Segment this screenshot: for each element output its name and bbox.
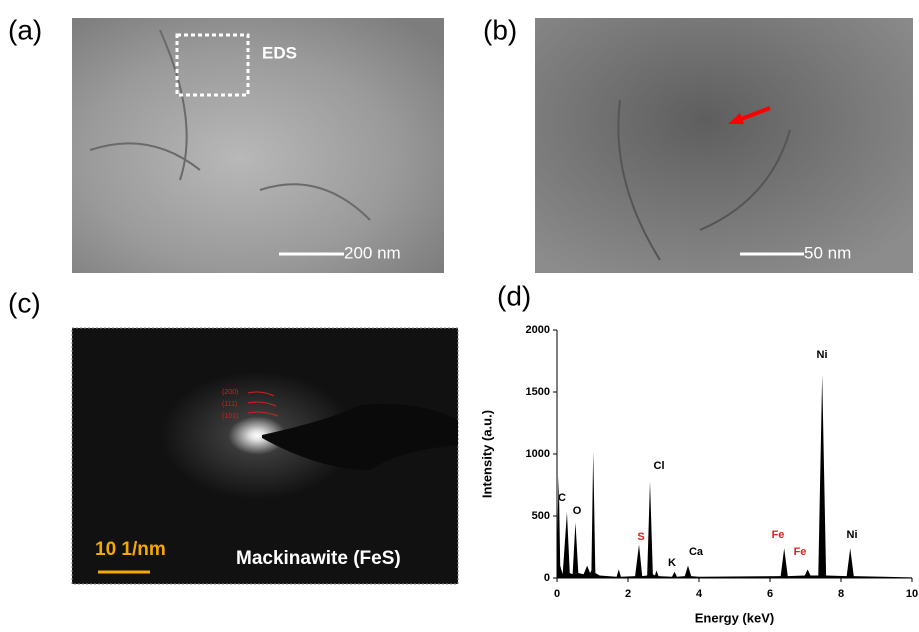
- peak-label: S: [637, 531, 644, 543]
- peak-label: Ni: [847, 529, 858, 541]
- panel-label: (a): [8, 14, 42, 45]
- scale-label: 50 nm: [804, 243, 851, 262]
- y-tick-label: 2000: [526, 324, 550, 336]
- y-tick-label: 1500: [526, 386, 550, 398]
- x-tick-label: 6: [767, 588, 773, 600]
- x-tick-label: 0: [554, 588, 560, 600]
- arrow-head: [728, 113, 744, 124]
- phase-label: Mackinawite (FeS): [236, 548, 401, 569]
- peak-label: O: [573, 505, 582, 517]
- texture: [89, 29, 371, 221]
- ring-label: (200): [222, 389, 238, 396]
- peak-label: K: [668, 557, 676, 569]
- ring-label: (101): [222, 413, 238, 420]
- panel-label: (b): [483, 14, 517, 45]
- peak-label: Fe: [794, 546, 807, 558]
- panel-label: (c): [8, 287, 41, 318]
- x-tick-label: 2: [625, 588, 631, 600]
- scale-label: 200 nm: [344, 243, 401, 262]
- y-tick-label: 0: [544, 572, 550, 584]
- y-axis-title: Intensity (a.u.): [479, 410, 494, 498]
- texture: [617, 99, 791, 261]
- beam-stopper: [262, 404, 458, 470]
- tem-image: [535, 18, 913, 273]
- peak-label: Cl: [654, 460, 665, 472]
- scale-label: 10 1/nm: [95, 539, 166, 560]
- ring-label: (111): [222, 401, 237, 408]
- eds-chart: 0 500 1000 1500 2000 0 2 4 6 8 10 Energy (keV) Inten…: [479, 324, 918, 626]
- x-axis-title: Energy (keV): [695, 610, 774, 625]
- box-label: EDS: [262, 43, 297, 62]
- y-tick-label: 1000: [526, 448, 550, 460]
- panel-label: (d): [497, 280, 531, 311]
- peak-label: Ca: [689, 546, 704, 558]
- x-tick-label: 8: [838, 588, 844, 600]
- x-tick-label: 10: [906, 588, 918, 600]
- peak-label: Fe: [772, 529, 785, 541]
- eds-box: [175, 33, 250, 97]
- x-tick-label: 4: [696, 588, 703, 600]
- tem-image: [72, 18, 444, 273]
- peak-label: Ni: [817, 349, 828, 361]
- y-tick-label: 500: [532, 510, 550, 522]
- peak-label: C: [558, 492, 566, 504]
- spectrum: [557, 374, 912, 578]
